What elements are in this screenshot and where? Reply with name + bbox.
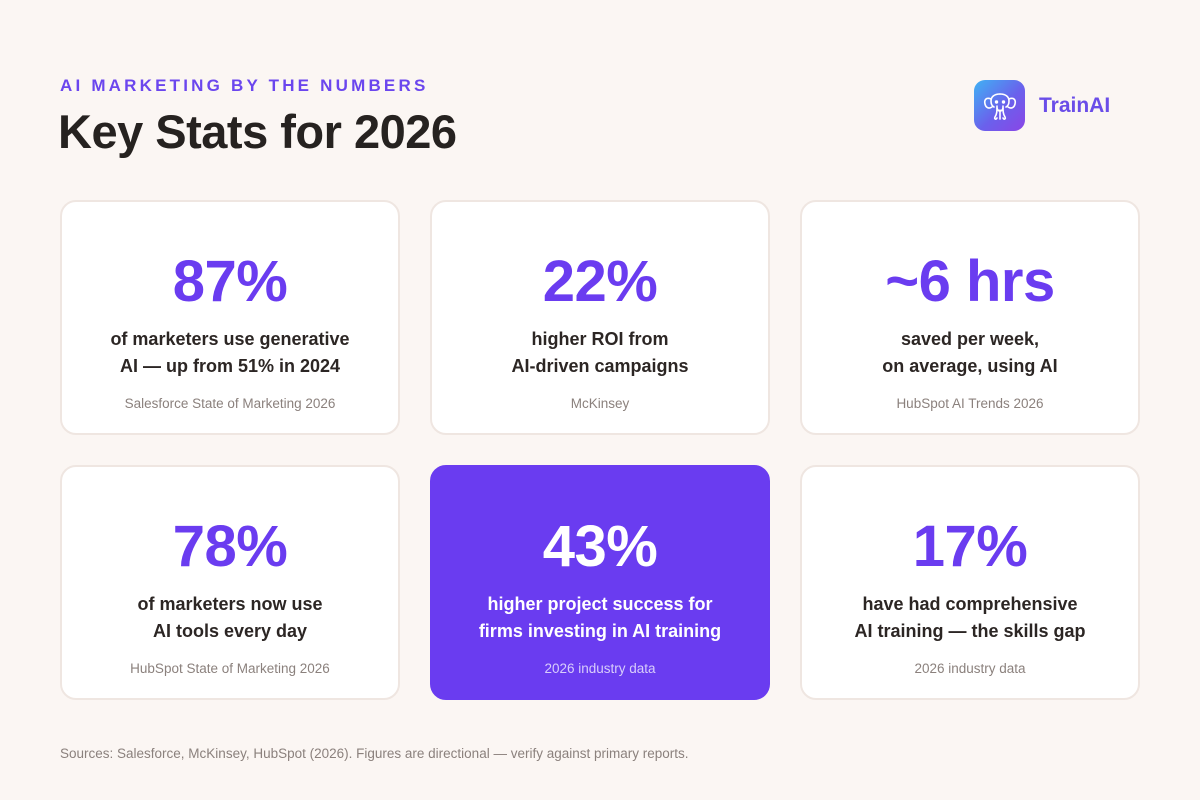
stat-value: 17% [912,514,1028,579]
stat-description-line: saved per week, [900,329,1040,349]
stat-description: higher project success for firms investi… [452,591,748,645]
stat-card-skills-gap: 17% have had comprehensive AI training —… [800,465,1140,700]
stat-value: 22% [542,249,658,314]
stat-description-line: AI tools every day [152,621,308,641]
stat-description: higher ROI from AI-driven campaigns [452,326,748,380]
stat-source: McKinsey [570,396,630,411]
stat-card-daily-use: 78% of marketers now use AI tools every … [60,465,400,700]
stat-description-line: have had comprehensive [862,594,1078,614]
stat-card-roi: 22% higher ROI from AI-driven campaigns … [430,200,770,435]
stat-description-line: higher ROI from [531,329,669,349]
stat-description: have had comprehensive AI training — the… [822,591,1118,645]
stats-grid: 87% of marketers use generative AI — up … [60,200,1140,700]
stat-description-line: of marketers now use [137,594,323,614]
stat-value: ~6 hrs [885,249,1055,314]
sources-footnote: Sources: Salesforce, McKinsey, HubSpot (… [60,746,689,761]
stat-description-line: of marketers use generative [110,329,350,349]
stat-value: 43% [542,514,658,579]
brand-name: TrainAI [1039,93,1111,117]
page-title: Key Stats for 2026 [58,105,457,158]
stat-source: 2026 industry data [544,661,656,676]
stat-source: 2026 industry data [914,661,1026,676]
eyebrow-label: AI MARKETING BY THE NUMBERS [60,76,429,95]
brand-logo: TrainAI [974,80,1110,131]
stat-description-line: AI training — the skills gap [854,621,1086,641]
stat-card-training-success: 43% higher project success for firms inv… [430,465,770,700]
stat-description-line: on average, using AI [882,356,1058,376]
stat-value: 87% [172,249,288,314]
elephant-icon [974,80,1025,131]
stat-description-line: higher project success for [487,594,713,614]
stat-description: of marketers use generative AI — up from… [82,326,378,380]
stat-description-line: firms investing in AI training [478,621,722,641]
stat-card-genai-usage: 87% of marketers use generative AI — up … [60,200,400,435]
stat-card-time-saved: ~6 hrs saved per week, on average, using… [800,200,1140,435]
stat-source: HubSpot State of Marketing 2026 [130,661,330,676]
stat-source: HubSpot AI Trends 2026 [896,396,1044,411]
stat-source: Salesforce State of Marketing 2026 [124,396,336,411]
stat-description: of marketers now use AI tools every day [82,591,378,645]
stat-description: saved per week, on average, using AI [822,326,1118,380]
stat-value: 78% [172,514,288,579]
stat-description-line: AI-driven campaigns [511,356,689,376]
stat-description-line: AI — up from 51% in 2024 [119,356,341,376]
